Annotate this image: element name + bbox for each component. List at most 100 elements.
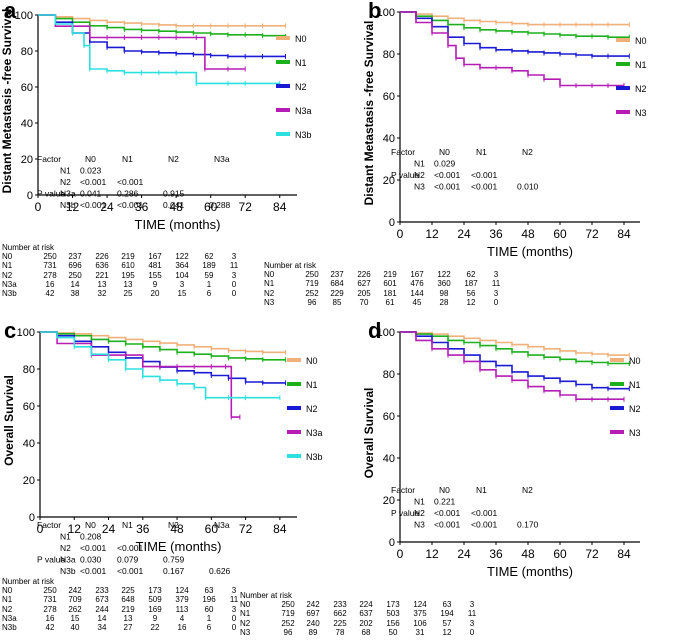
x-tick-label: 84 — [273, 200, 287, 214]
risk-cell: 124 — [175, 586, 189, 596]
risk-cell: 68 — [361, 627, 371, 637]
pvalue-row-label: N3a — [60, 555, 76, 565]
pvalue-cell: <0.001 — [117, 566, 144, 576]
risk-cell: 3 — [493, 288, 499, 298]
risk-cell: 224 — [359, 600, 373, 610]
risk-row: N1 731 696 636 610 481 364 189 11 — [2, 261, 238, 270]
risk-cell: 22 — [150, 622, 160, 632]
x-tick-label: 60 — [553, 227, 567, 241]
risk-row-label: N3 — [264, 297, 275, 307]
legend-label: N3 — [635, 108, 647, 118]
risk-row-label: N2 — [264, 288, 275, 298]
risk-cell: 14 — [70, 279, 80, 289]
x-axis-label: TIME (months) — [135, 217, 221, 232]
risk-cell: 13 — [97, 279, 107, 289]
legend-label: N2 — [629, 404, 641, 414]
risk-row: N3b 42 40 34 27 22 16 6 0 — [2, 623, 236, 632]
pvalue-row-label: N2 — [414, 508, 425, 518]
panel-a: a 0 20 40 60 80 100 0 12 24 36 48 60 72 84 TIME (month… — [0, 0, 342, 320]
pvalue-cell: 0.221 — [434, 497, 456, 507]
risk-cell: 106 — [413, 618, 427, 628]
risk-cell: 3 — [469, 600, 475, 610]
risk-row-label: N1 — [264, 279, 275, 289]
risk-cell: 32 — [97, 288, 107, 298]
risk-cell: 476 — [410, 279, 424, 289]
risk-cell: 16 — [45, 279, 55, 289]
risk-cell: 38 — [70, 288, 80, 298]
risk-row: N2 278 250 221 195 155 104 59 3 — [2, 271, 236, 280]
pvalue-column-header: N0 — [439, 485, 450, 495]
y-tick-label: 60 — [21, 82, 33, 94]
legend-label: N2 — [306, 404, 318, 414]
risk-cell: 50 — [388, 627, 398, 637]
x-tick-label: 36 — [489, 227, 503, 241]
risk-cell: 242 — [306, 600, 320, 610]
x-tick-label: 0 — [35, 200, 42, 214]
pvalue-label: P value — [391, 508, 419, 518]
pvalue-column-header: N1 — [122, 520, 133, 530]
risk-cell: 202 — [359, 618, 373, 628]
factor-label: Factor — [391, 485, 415, 495]
x-tick-label: 72 — [239, 522, 253, 536]
risk-cell: 9 — [152, 279, 158, 289]
risk-cell: 14 — [97, 613, 107, 623]
x-tick-label: 12 — [425, 547, 439, 561]
y-tick-label: 40 — [383, 453, 395, 465]
pvalue-cell: 0.030 — [80, 555, 102, 565]
pvalue-cell: <0.001 — [471, 182, 498, 192]
risk-cell: 0 — [231, 613, 237, 623]
pvalue-column-header: N2 — [522, 485, 533, 495]
pvalue-cell: <0.001 — [434, 170, 461, 180]
x-tick-label: 24 — [457, 227, 471, 241]
risk-row-label: N1 — [2, 595, 13, 605]
y-tick-label: 80 — [23, 364, 35, 376]
risk-cell: 34 — [97, 622, 107, 632]
risk-cell: 156 — [386, 618, 400, 628]
risk-cell: 278 — [43, 604, 57, 614]
risk-cell: 63 — [442, 600, 452, 610]
pvalue-cell: <0.001 — [80, 543, 107, 553]
risk-cell: 3 — [231, 604, 237, 614]
pvalue-column-header: N3a — [214, 154, 230, 164]
pvalue-row-label: N2 — [414, 170, 425, 180]
risk-cell: 1 — [206, 613, 212, 623]
panel-letter: a — [4, 0, 17, 23]
legend-label: N0 — [295, 34, 307, 44]
risk-cell: 637 — [359, 609, 373, 619]
pvalue-cell: <0.001 — [471, 170, 498, 180]
risk-cell: 226 — [357, 270, 371, 280]
risk-cell: 0 — [231, 288, 237, 298]
y-tick-label: 80 — [21, 46, 33, 58]
x-tick-label: 60 — [205, 522, 219, 536]
x-tick-label: 24 — [102, 522, 116, 536]
risk-row: N3b 42 38 32 25 20 15 6 0 — [2, 289, 236, 298]
risk-row-label: N3a — [2, 279, 17, 289]
risk-row: N2 278 262 244 219 169 113 60 3 — [2, 605, 236, 614]
risk-cell: 96 — [307, 297, 317, 307]
x-tick-label: 36 — [136, 522, 150, 536]
pvalue-cell: <0.001 — [117, 543, 144, 553]
pvalue-cell: <0.001 — [80, 200, 107, 210]
x-tick-label: 36 — [135, 200, 149, 214]
panel-letter: d — [368, 318, 382, 343]
risk-row: N0 250 237 226 219 167 122 62 3 — [264, 270, 498, 279]
series-line-n1 — [40, 331, 286, 361]
risk-cell: 205 — [357, 288, 371, 298]
pvalue-label: P value — [37, 189, 65, 199]
x-tick-label: 0 — [37, 522, 44, 536]
risk-cell: 25 — [123, 288, 133, 298]
risk-cell: 360 — [437, 279, 451, 289]
risk-cell: 28 — [439, 297, 449, 307]
risk-cell: 13 — [123, 279, 133, 289]
risk-cell: 6 — [206, 622, 212, 632]
pvalue-cell: <0.001 — [434, 520, 461, 530]
risk-table-a: Number at risk N0 250 237 226 219 167 122 62 3 N1 7… — [2, 243, 238, 298]
series-line-n0 — [400, 11, 630, 26]
risk-cell: 15 — [177, 288, 187, 298]
risk-row-label: N2 — [240, 618, 251, 628]
risk-row: N3a 16 15 14 13 9 4 1 0 — [2, 614, 236, 623]
risk-cell: 731 — [43, 261, 57, 271]
risk-table-title: Number at risk — [2, 243, 55, 252]
pvalue-column-header: N0 — [85, 520, 96, 530]
pvalue-cell: <0.001 — [434, 508, 461, 518]
